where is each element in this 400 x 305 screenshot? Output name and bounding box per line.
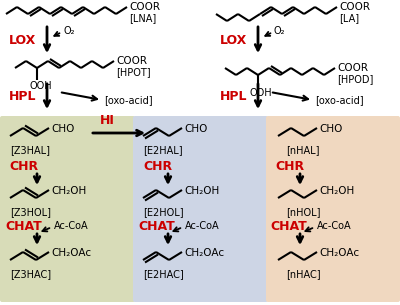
- Text: [HPOD]: [HPOD]: [337, 74, 373, 84]
- Text: [nHAL]: [nHAL]: [286, 145, 320, 155]
- Text: CH₂OAc: CH₂OAc: [184, 248, 224, 258]
- Text: CHO: CHO: [319, 124, 342, 134]
- Text: Ac-CoA: Ac-CoA: [317, 221, 352, 231]
- Text: COOR: COOR: [129, 2, 160, 12]
- Text: Ac-CoA: Ac-CoA: [185, 221, 220, 231]
- Text: LOX: LOX: [9, 34, 36, 46]
- Text: CH₂OH: CH₂OH: [319, 186, 354, 196]
- Text: COOR: COOR: [116, 56, 147, 66]
- Text: CH₂OH: CH₂OH: [184, 186, 219, 196]
- Text: [Z3HAL]: [Z3HAL]: [10, 145, 50, 155]
- Text: Ac-CoA: Ac-CoA: [54, 221, 89, 231]
- Text: CHR: CHR: [9, 160, 38, 173]
- Text: [nHAC]: [nHAC]: [286, 269, 321, 279]
- Text: [HPOT]: [HPOT]: [116, 67, 151, 77]
- Text: [oxo-acid]: [oxo-acid]: [104, 95, 153, 105]
- Text: HPL: HPL: [220, 91, 248, 103]
- FancyBboxPatch shape: [0, 116, 135, 302]
- Text: HPL: HPL: [9, 91, 36, 103]
- Text: [oxo-acid]: [oxo-acid]: [315, 95, 364, 105]
- Text: CH₂OAc: CH₂OAc: [319, 248, 359, 258]
- Text: [LA]: [LA]: [339, 13, 359, 23]
- Text: [Z3HOL]: [Z3HOL]: [10, 207, 51, 217]
- Text: [Z3HAC]: [Z3HAC]: [10, 269, 51, 279]
- FancyBboxPatch shape: [133, 116, 268, 302]
- Text: CHAT: CHAT: [5, 220, 42, 232]
- Text: [E2HAL]: [E2HAL]: [143, 145, 183, 155]
- Text: O₂: O₂: [274, 26, 286, 36]
- Text: COOR: COOR: [339, 2, 370, 12]
- Text: HI: HI: [100, 113, 114, 127]
- Text: CHO: CHO: [51, 124, 74, 134]
- Text: CHO: CHO: [184, 124, 207, 134]
- Text: OOH: OOH: [250, 88, 273, 98]
- Text: CH₂OAc: CH₂OAc: [51, 248, 91, 258]
- Text: [E2HOL]: [E2HOL]: [143, 207, 184, 217]
- Text: [nHOL]: [nHOL]: [286, 207, 320, 217]
- Text: [E2HAC]: [E2HAC]: [143, 269, 184, 279]
- Text: CHR: CHR: [143, 160, 172, 173]
- Text: LOX: LOX: [220, 34, 247, 46]
- Text: COOR: COOR: [337, 63, 368, 73]
- Text: OOH: OOH: [29, 81, 52, 91]
- Text: [LNA]: [LNA]: [129, 13, 156, 23]
- Text: CHAT: CHAT: [138, 220, 175, 232]
- Text: O₂: O₂: [63, 26, 74, 36]
- Text: CH₂OH: CH₂OH: [51, 186, 86, 196]
- FancyBboxPatch shape: [266, 116, 400, 302]
- Text: CHR: CHR: [275, 160, 304, 173]
- Text: CHAT: CHAT: [270, 220, 307, 232]
